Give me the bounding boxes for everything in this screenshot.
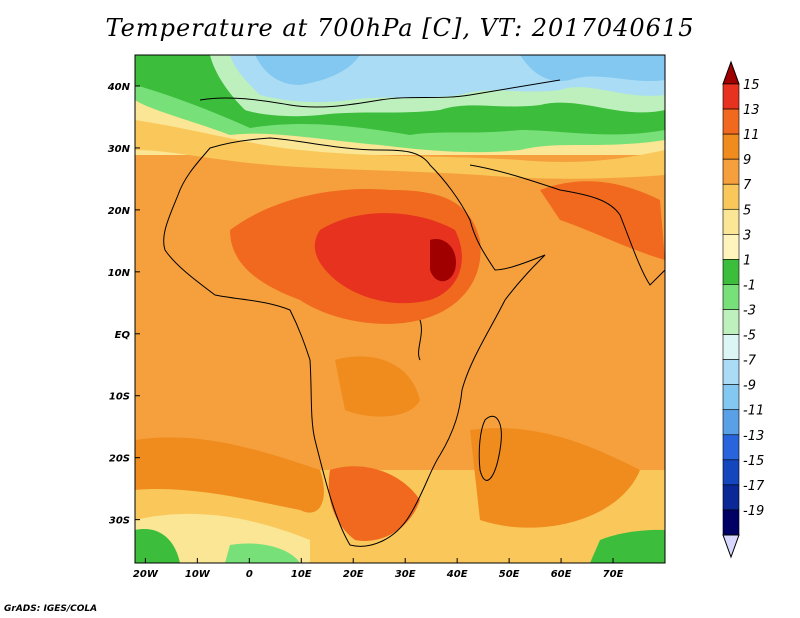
colorbar-swatch <box>722 459 740 486</box>
lon-tick-label: 10W <box>185 569 211 580</box>
field-hot <box>314 213 462 304</box>
field-safrica <box>328 466 420 541</box>
lat-tick-label: 20S <box>109 454 130 465</box>
lon-tick-label: 20E <box>343 569 364 580</box>
lat-tick-label: 40N <box>107 82 131 93</box>
colorbar-swatch <box>722 284 740 310</box>
lon-tick-label: 20W <box>133 569 159 580</box>
lon-tick-label: 10E <box>291 569 312 580</box>
colorbar-label: 3 <box>743 228 751 243</box>
lake-victoria <box>418 319 422 361</box>
field-north-blue-w <box>255 55 360 85</box>
field-south-green-c <box>225 543 300 563</box>
lon-tick-label: 40E <box>446 569 468 580</box>
colorbar-swatch <box>722 133 740 160</box>
lon-tick-label: 0 <box>246 569 253 580</box>
colorbar-label: 9 <box>743 153 751 168</box>
latitude-axis: 40N 30N 20N 10N EQ 10S 20S 30S <box>107 82 140 527</box>
arabia-india-coast <box>469 164 665 286</box>
colorbar-swatch <box>722 359 740 385</box>
temperature-field <box>135 55 665 563</box>
colorbar-label: -13 <box>743 429 764 444</box>
colorbar-min-arrow <box>722 534 740 559</box>
grads-credit: GrADS: IGES/COLA <box>4 604 98 614</box>
lat-tick-label: 20N <box>108 206 131 217</box>
plot-frame <box>134 54 666 564</box>
colorbar-label: -5 <box>743 329 756 344</box>
colorbar-label: -15 <box>743 454 764 469</box>
colorbar-swatch <box>722 509 740 536</box>
field-satl <box>135 437 324 513</box>
lat-tick-label: EQ <box>115 330 131 341</box>
colorbar-swatch <box>722 208 740 235</box>
field-subtrop <box>135 120 665 179</box>
field-india <box>540 181 665 260</box>
colorbar-swatch <box>722 259 740 285</box>
colorbar-label: 13 <box>743 103 760 118</box>
field-angola <box>335 356 420 417</box>
lon-tick-label: 30E <box>395 569 416 580</box>
colorbar-swatch <box>722 309 740 335</box>
longitude-axis: 20W 10W 0 10E 20E 30E 40E 50E 60E 70E <box>133 558 624 580</box>
colorbar-label: 5 <box>743 203 751 218</box>
colorbar-swatch <box>722 409 740 436</box>
colorbar-label: -3 <box>743 304 756 319</box>
chart-title: Temperature at 700hPa [C], VT: 201704061… <box>105 14 695 42</box>
africa-coast <box>163 137 546 547</box>
lat-tick-label: 30N <box>108 144 131 155</box>
lat-tick-label: 30S <box>109 516 130 527</box>
lat-tick-label: 10N <box>108 268 131 279</box>
colorbar-swatch <box>722 158 740 185</box>
field-hottest <box>430 239 456 282</box>
colorbar-swatch <box>722 183 740 210</box>
colorbar-swatch <box>722 234 740 260</box>
lat-tick-label: 10S <box>109 392 130 403</box>
mediterranean-coast <box>199 79 561 108</box>
colorbar-label: -11 <box>743 404 764 419</box>
colorbar-swatch <box>722 334 740 360</box>
colorbar-swatch <box>722 434 740 461</box>
coastlines <box>163 79 665 547</box>
field-north-blue-e <box>520 55 665 82</box>
field-sind <box>470 428 640 528</box>
colorbar-swatch <box>722 484 740 511</box>
colorbar-label: 1 <box>743 253 751 268</box>
colorbar-label: -7 <box>743 354 757 369</box>
madagascar-coast <box>478 415 502 481</box>
colorbar-label: -1 <box>743 278 756 293</box>
colorbar-label: 15 <box>743 78 760 93</box>
colorbar: 15 13 11 9 7 5 3 1 -1 -3 -5 -7 -9 -11 -13 -15 -17 -19 <box>722 60 765 559</box>
colorbar-swatch <box>722 83 740 110</box>
colorbar-label: -9 <box>743 379 756 394</box>
lon-tick-label: 50E <box>499 569 520 580</box>
colorbar-swatch <box>722 108 740 135</box>
colorbar-label: -19 <box>743 504 764 519</box>
lon-tick-label: 70E <box>603 569 624 580</box>
field-south-green-e <box>590 529 665 563</box>
field-south-green-w <box>135 529 180 563</box>
colorbar-swatch <box>722 384 740 411</box>
colorbar-label: 7 <box>743 178 752 193</box>
colorbar-label: 11 <box>743 128 760 143</box>
colorbar-label: -17 <box>743 479 765 494</box>
colorbar-max-arrow <box>722 60 740 85</box>
lon-tick-label: 60E <box>551 569 572 580</box>
